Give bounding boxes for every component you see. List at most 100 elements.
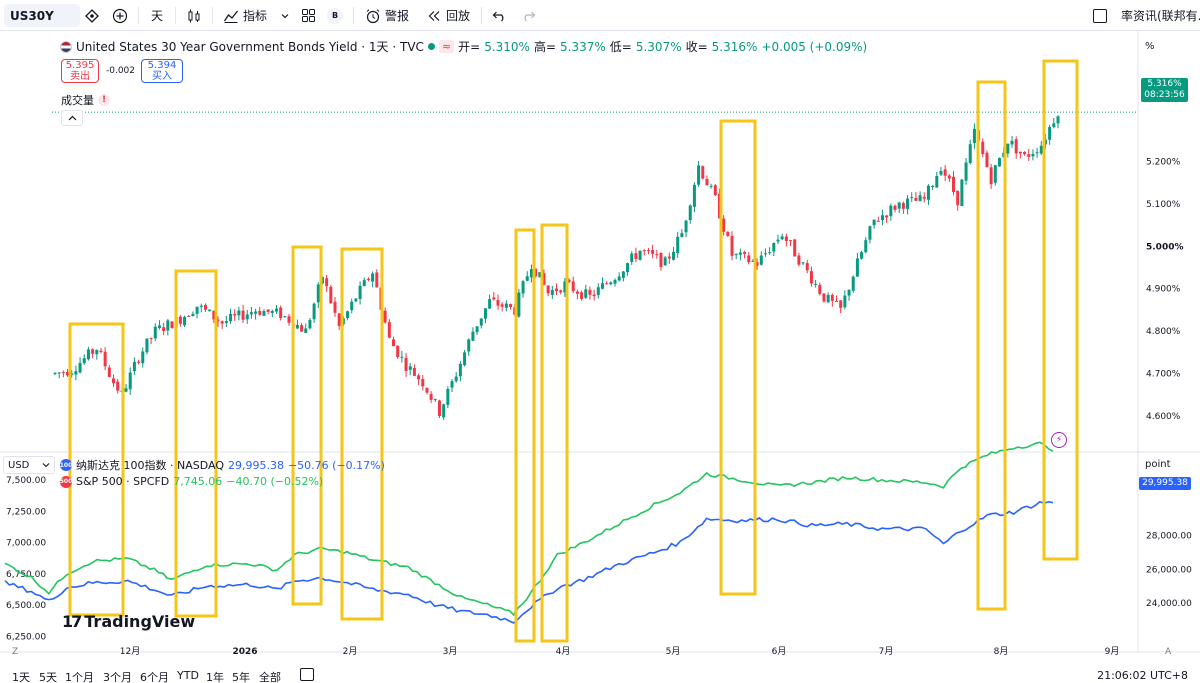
- candle-body: [116, 381, 120, 391]
- range-all[interactable]: 全部: [259, 671, 281, 683]
- range-ytd[interactable]: YTD: [177, 669, 199, 682]
- tradingview-logo[interactable]: 17 TradingView: [62, 612, 196, 631]
- favorite-diamond-icon[interactable]: [84, 0, 100, 31]
- range-3m[interactable]: 3个月: [103, 671, 132, 683]
- volume-legend[interactable]: 成交量 !: [61, 92, 110, 108]
- candle-body: [404, 357, 408, 372]
- b-badge-button[interactable]: B: [327, 0, 343, 31]
- collapse-legend-button[interactable]: [61, 110, 83, 126]
- candle-body: [843, 295, 847, 308]
- candle-body: [333, 301, 337, 313]
- candle-body: [713, 185, 717, 196]
- candle-body: [220, 321, 224, 324]
- lightning-icon[interactable]: ⚡: [1051, 432, 1067, 448]
- candle-body: [488, 299, 492, 309]
- redo-icon[interactable]: [521, 0, 536, 31]
- candle-body: [981, 141, 985, 155]
- candle-body: [968, 144, 972, 163]
- candle-body: [467, 339, 471, 352]
- candle-body: [835, 300, 839, 302]
- time-tick-label: 5月: [666, 646, 681, 657]
- candle-body: [952, 176, 956, 192]
- layout-grid-icon[interactable]: [301, 0, 316, 31]
- replay-button[interactable]: 回放: [426, 0, 470, 31]
- candle-body: [266, 309, 270, 312]
- candle-body: [759, 255, 763, 265]
- candle-body: [287, 316, 291, 323]
- candle-body: [1039, 145, 1043, 154]
- compare-add-icon[interactable]: [112, 0, 128, 31]
- candle-body: [400, 356, 404, 358]
- range-1m[interactable]: 1个月: [65, 671, 94, 683]
- approx-badge: ≈: [438, 40, 455, 53]
- nasdaq-legend[interactable]: 100 纳斯达克 100指数 · NASDAQ 29,995.38 −50.76…: [59, 458, 385, 473]
- candle-body: [162, 327, 166, 332]
- candle-body: [918, 195, 922, 202]
- chevron-down-icon[interactable]: [280, 0, 290, 31]
- candle-body: [939, 171, 943, 175]
- candle-body: [747, 255, 751, 263]
- candle-body: [237, 310, 241, 316]
- candle-body: [1048, 126, 1052, 140]
- candle-body: [989, 167, 993, 185]
- candle-style-icon[interactable]: [186, 0, 202, 31]
- currency-select[interactable]: USD: [3, 456, 55, 474]
- candle-body: [500, 304, 504, 307]
- candle-body: [772, 243, 776, 252]
- candle-body: [421, 379, 425, 387]
- candle-body: [203, 304, 207, 310]
- candle-body: [446, 388, 450, 405]
- range-1d[interactable]: 1天: [12, 671, 30, 683]
- candle-body: [429, 394, 433, 400]
- indicators-button[interactable]: 指标: [223, 0, 267, 31]
- buy-button[interactable]: 5.394 买入: [141, 59, 183, 83]
- highlight-box: [514, 228, 536, 643]
- candle-body: [705, 178, 709, 186]
- price-tick-label: 5.100%: [1146, 200, 1181, 210]
- candle-body: [383, 310, 387, 323]
- candle-body: [584, 289, 588, 298]
- alert-button[interactable]: 警报: [365, 0, 409, 31]
- undo-icon[interactable]: [492, 0, 507, 31]
- range-5d[interactable]: 5天: [39, 671, 57, 683]
- candle-body: [509, 304, 513, 307]
- range-5y[interactable]: 5年: [232, 671, 250, 683]
- candle-body: [82, 358, 86, 364]
- market-status-dot: [427, 43, 435, 50]
- candle-body: [897, 202, 901, 209]
- calendar-icon[interactable]: [300, 668, 314, 681]
- symbol-text: US30Y: [10, 8, 54, 23]
- clock: 21:06:02 UTC+8: [1097, 669, 1188, 682]
- sell-button[interactable]: 5.395 卖出: [61, 59, 99, 83]
- candle-body: [726, 231, 730, 236]
- candle-body: [1010, 140, 1014, 145]
- interval-button[interactable]: 天: [151, 9, 164, 23]
- candle-body: [680, 233, 684, 237]
- range-6m[interactable]: 6个月: [140, 671, 169, 683]
- spx-legend[interactable]: 500 S&P 500 · SPCFD 7,745.06 −40.70 (−0.…: [59, 475, 324, 488]
- chart-canvas[interactable]: 4.600% 4.700% 4.800% 4.900% 5.000% 5.100% 5.20…: [0, 31, 1200, 667]
- spx-tick-label: 7,000.00: [6, 539, 46, 549]
- candle-body: [1035, 152, 1039, 154]
- candle-body: [851, 276, 855, 291]
- candle-body: [876, 220, 880, 222]
- candle-body: [346, 311, 350, 319]
- candle-body: [99, 350, 103, 353]
- candle-body: [559, 290, 563, 293]
- candle-body: [521, 281, 525, 294]
- candle-body: [1023, 151, 1027, 155]
- highlight-box: [719, 119, 757, 596]
- candle-body: [880, 215, 884, 221]
- close-value: 5.316%: [711, 39, 758, 54]
- candle-body: [563, 281, 567, 293]
- range-1y[interactable]: 1年: [206, 671, 224, 683]
- time-tick-label: 9月: [1105, 646, 1120, 657]
- symbol-search[interactable]: US30Y: [4, 4, 80, 27]
- us-flag-icon: [60, 40, 72, 53]
- highlight-box: [174, 269, 218, 618]
- candle-body: [943, 169, 947, 176]
- candle-body: [993, 165, 997, 183]
- candle-body: [972, 128, 976, 144]
- right-panel-toggle[interactable]: 率资讯(联邦有...: [1093, 0, 1200, 31]
- candle-body: [1018, 151, 1022, 154]
